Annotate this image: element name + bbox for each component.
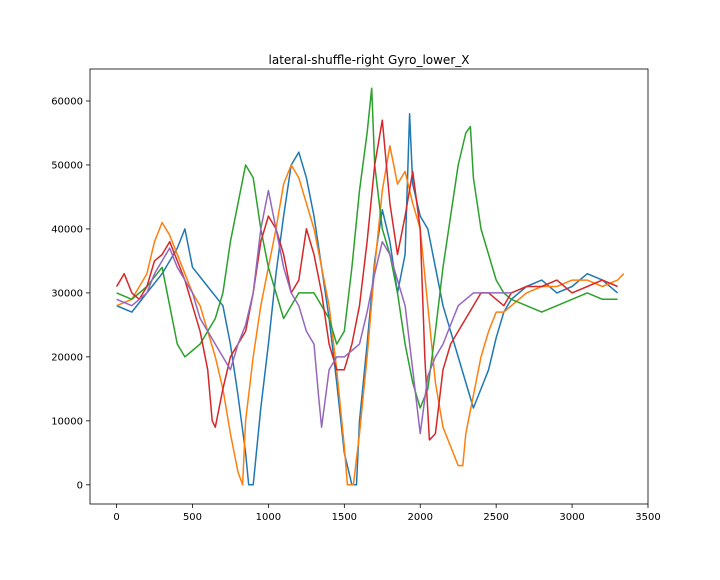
y-tick-label: 30000 [51, 288, 83, 299]
y-tick-label: 10000 [51, 416, 83, 427]
x-tick-label: 3500 [635, 512, 660, 523]
x-tick-label: 1000 [256, 512, 281, 523]
series-line-5 [116, 189, 512, 435]
x-tick-label: 0 [113, 512, 119, 523]
y-tick-label: 60000 [51, 96, 83, 107]
x-tick-label: 500 [183, 512, 202, 523]
y-tick-label: 20000 [51, 352, 83, 363]
y-tick-label: 40000 [51, 224, 83, 235]
plot-area: 0 500 1000 1500 2000 2500 3000 3500 0 10000 20000 3… [51, 68, 661, 523]
plot-frame [89, 68, 649, 505]
x-tick-label: 1500 [332, 512, 357, 523]
series-line-2 [116, 145, 625, 486]
y-tick-label: 0 [77, 480, 83, 491]
y-tick-label: 50000 [51, 160, 83, 171]
series-group [115, 87, 625, 486]
chart-title: lateral-shuffle-right Gyro_lower_X [269, 53, 470, 67]
series-line-3 [116, 87, 618, 409]
x-tick-label: 3000 [559, 512, 584, 523]
x-tick-label: 2000 [408, 512, 433, 523]
x-tick-label: 2500 [483, 512, 508, 523]
